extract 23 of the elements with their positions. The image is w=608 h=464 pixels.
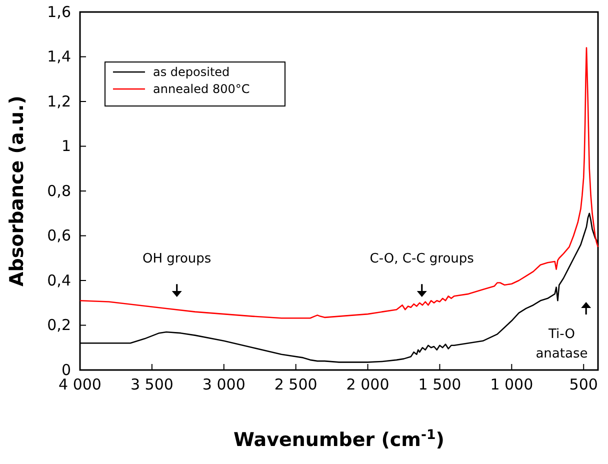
y-tick-label: 1,6 <box>47 2 71 21</box>
y-tick-label: 0,8 <box>47 182 71 200</box>
line-series <box>79 47 599 319</box>
x-tick-label: 2 500 <box>274 376 318 394</box>
y-tick-label: 0,6 <box>47 226 71 245</box>
x-tick-label: 2 000 <box>346 376 390 394</box>
x-tick-label: 3 000 <box>202 376 246 394</box>
x-tick-label: 1 500 <box>418 376 462 394</box>
y-tick-label: 0,2 <box>47 316 71 334</box>
y-tick-label: 1 <box>61 137 71 156</box>
legend-label: as deposited <box>153 65 230 79</box>
x-tick-label: 3 500 <box>130 376 174 394</box>
x-tick-label: 500 <box>569 376 598 394</box>
annotation: C-O, C-C groups <box>370 252 474 267</box>
legend-label: annealed 800°C <box>153 82 250 96</box>
y-tick-label: 1,2 <box>47 92 71 110</box>
annotation: Ti-O anatase <box>536 326 588 362</box>
x-tick-label: 1 000 <box>490 376 534 394</box>
annotation: OH groups <box>142 252 212 267</box>
y-tick-label: 1,4 <box>47 48 71 66</box>
x-axis-title: Wavenumber (cm$^{-1}$) <box>234 428 444 451</box>
y-axis-title: Absorbance (a.u.) <box>6 96 28 286</box>
y-tick-label: 0,4 <box>47 271 71 290</box>
